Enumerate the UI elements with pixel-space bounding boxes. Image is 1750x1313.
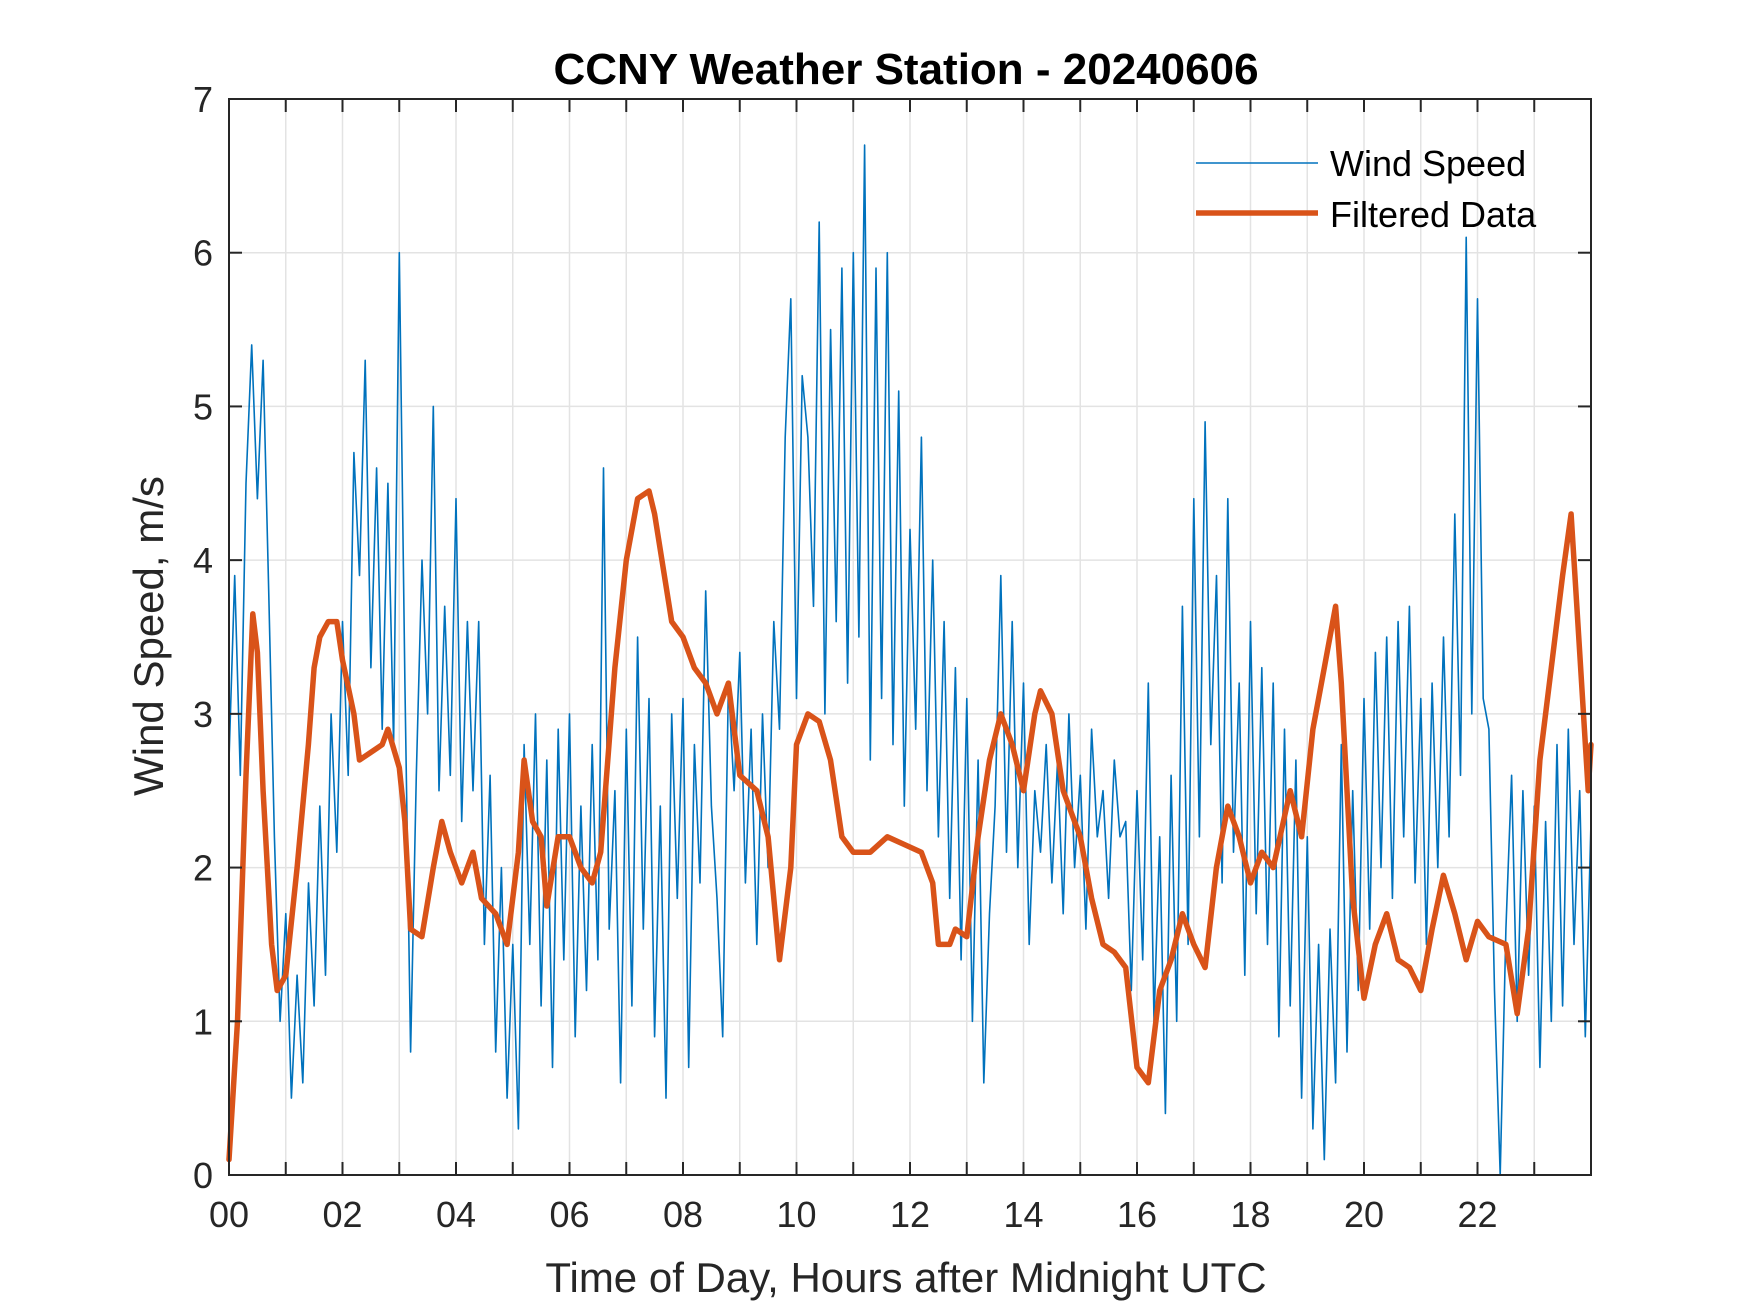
y-axis-label: Wind Speed, m/s <box>125 476 172 796</box>
chart-title: CCNY Weather Station - 20240606 <box>553 45 1258 94</box>
legend-filtered-data-label: Filtered Data <box>1330 194 1537 235</box>
x-tick-label: 20 <box>1344 1194 1384 1235</box>
wind-speed-line <box>228 144 1592 1176</box>
x-tick-label: 22 <box>1457 1194 1497 1235</box>
legend-wind-speed-label: Wind Speed <box>1330 143 1526 184</box>
y-tick-label: 3 <box>193 694 213 735</box>
x-tick-label: 14 <box>1003 1194 1043 1235</box>
x-tick-label: 04 <box>436 1194 476 1235</box>
series-layer <box>226 144 1594 1176</box>
x-tick-label: 12 <box>890 1194 930 1235</box>
x-tick-label: 00 <box>209 1194 249 1235</box>
x-tick-label: 18 <box>1230 1194 1270 1235</box>
x-tick-label: 02 <box>322 1194 362 1235</box>
x-tick-label: 10 <box>776 1194 816 1235</box>
legend: Wind Speed Filtered Data <box>1196 143 1537 235</box>
y-tick-label: 7 <box>193 79 213 120</box>
x-tick-label: 08 <box>663 1194 703 1235</box>
x-tick-label: 16 <box>1117 1194 1157 1235</box>
y-tick-label: 4 <box>193 540 213 581</box>
filtered-data-line <box>226 488 1594 1163</box>
y-tick-label: 1 <box>193 1001 213 1042</box>
x-tick-labels: 00 02 04 06 08 10 12 14 16 18 20 22 <box>209 1194 1498 1235</box>
y-tick-label: 5 <box>193 386 213 427</box>
y-tick-label: 6 <box>193 233 213 274</box>
axis-ticks <box>229 99 1591 1175</box>
y-tick-labels: 0 1 2 3 4 5 6 7 <box>193 79 213 1196</box>
x-tick-label: 06 <box>549 1194 589 1235</box>
x-axis-label: Time of Day, Hours after Midnight UTC <box>545 1254 1266 1301</box>
y-tick-label: 2 <box>193 848 213 889</box>
y-tick-label: 0 <box>193 1155 213 1196</box>
